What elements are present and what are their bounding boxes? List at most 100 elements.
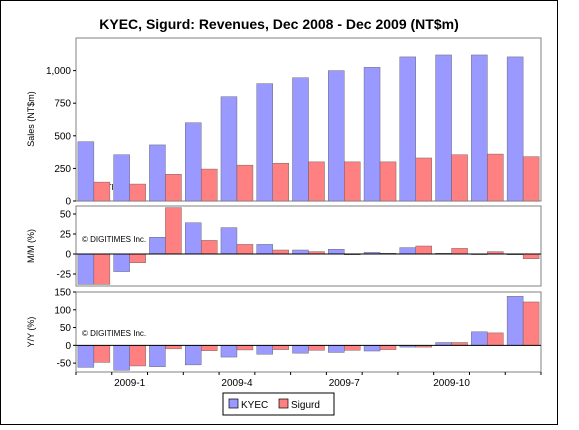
sales-bar-sigurd bbox=[379, 161, 397, 202]
mm-bar-kyec bbox=[256, 244, 273, 255]
yy-bar-sigurd bbox=[522, 301, 540, 346]
legend-swatch-kyec bbox=[228, 398, 239, 409]
sales-bar-kyec bbox=[328, 70, 345, 202]
sales-bar-sigurd bbox=[236, 164, 254, 202]
sales-bar-kyec bbox=[292, 77, 309, 202]
yy-bar-kyec bbox=[113, 345, 130, 371]
sales-bar-kyec bbox=[113, 154, 130, 202]
legend-label-kyec: KYEC bbox=[241, 400, 268, 411]
sales-bar-sigurd bbox=[93, 181, 111, 202]
sales-ytick-label: 250 bbox=[54, 164, 71, 175]
sales-bar-sigurd bbox=[415, 157, 433, 202]
yy-watermark: © DIGITIMES Inc. bbox=[82, 329, 146, 338]
yy-bar-kyec bbox=[292, 345, 309, 354]
sales-bar-kyec bbox=[220, 96, 238, 202]
mm-ytick-label: 0 bbox=[65, 250, 71, 261]
yy-bar-kyec bbox=[77, 345, 95, 368]
mm-bar-sigurd bbox=[451, 248, 468, 255]
yy-bar-sigurd bbox=[93, 345, 111, 363]
yy-ytick-label: 150 bbox=[54, 288, 71, 299]
sales-bar-kyec bbox=[471, 54, 488, 202]
mm-panel: M/M (%) © DIGITIMES Inc. -25 0 25 50 bbox=[26, 205, 542, 287]
yy-bar-sigurd bbox=[344, 345, 361, 351]
mm-bar-kyec bbox=[292, 249, 309, 255]
mm-bar-sigurd bbox=[415, 245, 433, 255]
mm-bar-sigurd bbox=[200, 240, 218, 255]
sales-bar-kyec bbox=[149, 144, 166, 202]
yy-bar-sigurd bbox=[487, 332, 504, 346]
yy-panel: Y/Y (%) © DIGITIMES Inc. -50 0 50 100 150 200… bbox=[26, 288, 542, 389]
mm-axis-label: M/M (%) bbox=[26, 229, 36, 263]
yy-bar-kyec bbox=[220, 345, 238, 358]
yy-bar-kyec bbox=[363, 345, 381, 352]
mm-ytick-label: -25 bbox=[57, 270, 72, 281]
mm-bar-sigurd bbox=[236, 244, 254, 255]
sales-ytick-label: 750 bbox=[54, 99, 71, 110]
sales-bar-sigurd bbox=[487, 153, 504, 202]
yy-bar-kyec bbox=[149, 345, 166, 367]
sales-bar-kyec bbox=[399, 56, 417, 202]
mm-bar-sigurd bbox=[93, 253, 111, 285]
sales-bar-sigurd bbox=[451, 154, 468, 202]
sales-bar-kyec bbox=[435, 54, 452, 202]
mm-bar-kyec bbox=[113, 253, 130, 272]
chart-title: KYEC, Sigurd: Revenues, Dec 2008 - Dec 2… bbox=[99, 16, 458, 32]
yy-ytick-label: -50 bbox=[57, 359, 72, 370]
yy-bar-sigurd bbox=[129, 345, 146, 367]
yy-bar-kyec bbox=[506, 296, 524, 346]
sales-bar-kyec bbox=[184, 122, 202, 202]
yy-bar-sigurd bbox=[308, 345, 325, 351]
mm-plot-area bbox=[75, 205, 542, 287]
sales-bar-kyec bbox=[506, 56, 524, 202]
x-tick-label: 2009-10 bbox=[433, 378, 470, 389]
x-tick-label: 2009-1 bbox=[114, 378, 146, 389]
sales-bar-sigurd bbox=[200, 168, 218, 202]
yy-bar-sigurd bbox=[236, 345, 254, 351]
sales-bar-sigurd bbox=[308, 161, 325, 202]
yy-bar-sigurd bbox=[379, 345, 397, 350]
mm-ytick-label: 25 bbox=[60, 230, 72, 241]
yy-ytick-label: 100 bbox=[54, 305, 71, 316]
sales-ytick-label: 500 bbox=[54, 131, 71, 142]
sales-bar-sigurd bbox=[129, 183, 146, 202]
yy-axis-label: Y/Y (%) bbox=[26, 317, 36, 348]
sales-bar-kyec bbox=[256, 83, 273, 202]
sales-axis-label: Sales (NT$m) bbox=[26, 91, 36, 147]
x-tick-label: 2009-4 bbox=[221, 378, 253, 389]
sales-panel: Sales (NT$m) © DIGITIMES Inc. 0250500750… bbox=[26, 37, 542, 208]
sales-bar-kyec bbox=[77, 141, 95, 202]
yy-ytick-label: 50 bbox=[60, 323, 72, 334]
mm-ytick-label: 50 bbox=[60, 210, 72, 221]
sales-bar-sigurd bbox=[522, 156, 540, 202]
sales-bar-kyec bbox=[363, 67, 381, 202]
sales-ytick-label: 1,000 bbox=[46, 66, 71, 77]
x-tick-label: 2009-7 bbox=[329, 378, 361, 389]
legend-box bbox=[222, 392, 335, 416]
mm-bar-sigurd bbox=[522, 253, 540, 260]
legend-label-sigurd: Sigurd bbox=[291, 400, 320, 411]
sales-bar-sigurd bbox=[165, 174, 182, 202]
yy-bar-kyec bbox=[184, 345, 202, 366]
yy-bar-sigurd bbox=[165, 345, 182, 350]
yy-bar-kyec bbox=[256, 345, 273, 355]
legend-swatch-sigurd bbox=[278, 398, 289, 409]
mm-watermark: © DIGITIMES Inc. bbox=[82, 235, 146, 244]
yy-bar-sigurd bbox=[272, 345, 289, 350]
mm-bar-kyec bbox=[399, 247, 417, 255]
mm-bar-kyec bbox=[184, 222, 202, 255]
sales-ytick-label: 0 bbox=[65, 197, 71, 208]
mm-bar-kyec bbox=[77, 253, 95, 285]
sales-bar-sigurd bbox=[272, 162, 289, 202]
mm-bar-kyec bbox=[149, 236, 166, 255]
yy-bar-kyec bbox=[328, 345, 345, 353]
mm-bar-kyec bbox=[328, 248, 345, 255]
yy-bar-sigurd bbox=[200, 345, 218, 351]
mm-bar-sigurd bbox=[272, 249, 289, 255]
yy-ytick-label: 0 bbox=[65, 341, 71, 352]
legend: KYEC Sigurd bbox=[222, 392, 335, 416]
mm-bar-sigurd bbox=[165, 207, 182, 255]
sales-bar-sigurd bbox=[344, 161, 361, 202]
mm-bar-kyec bbox=[220, 227, 238, 255]
yy-bar-kyec bbox=[471, 331, 488, 346]
